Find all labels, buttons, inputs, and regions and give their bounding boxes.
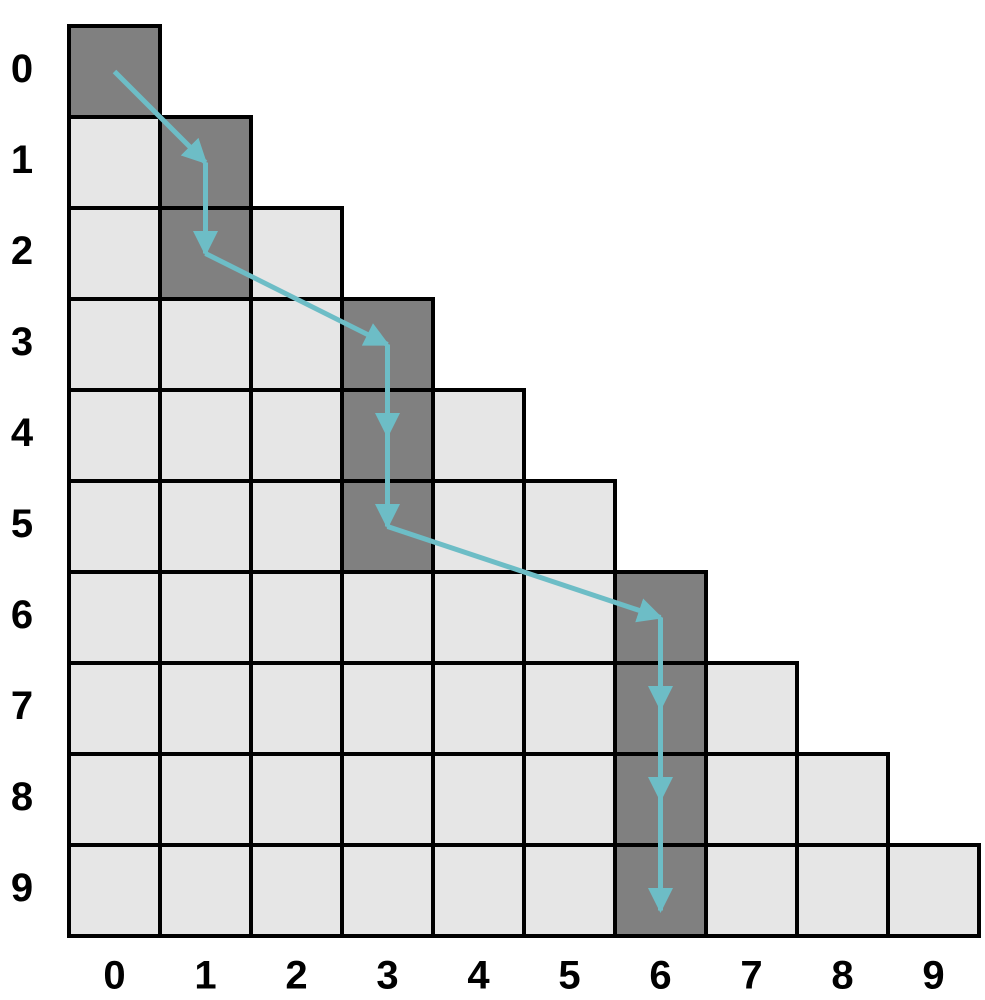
cell — [249, 479, 344, 574]
cell — [67, 297, 162, 392]
cell — [795, 843, 890, 938]
row-label: 7 — [11, 684, 33, 728]
cell — [158, 843, 253, 938]
column-label: 6 — [649, 954, 671, 998]
column-label: 0 — [103, 954, 125, 998]
cell — [431, 661, 526, 756]
cell — [249, 661, 344, 756]
row-label: 2 — [11, 229, 33, 273]
column-label: 4 — [467, 954, 490, 998]
cell — [249, 570, 344, 665]
cell — [522, 661, 617, 756]
path-arrow — [112, 69, 208, 165]
row-label: 1 — [11, 138, 33, 182]
cell — [249, 843, 344, 938]
cell — [158, 297, 253, 392]
row-label: 5 — [11, 502, 33, 546]
cell — [67, 388, 162, 483]
cell — [704, 843, 799, 938]
cell — [158, 752, 253, 847]
cell — [67, 752, 162, 847]
column-label: 3 — [376, 954, 398, 998]
column-label: 9 — [922, 954, 944, 998]
row-label: 8 — [11, 775, 33, 819]
cell — [67, 479, 162, 574]
cell — [158, 388, 253, 483]
cell — [340, 570, 435, 665]
row-label: 9 — [11, 866, 33, 910]
row-label: 3 — [11, 320, 33, 364]
cell — [340, 843, 435, 938]
column-label: 5 — [558, 954, 580, 998]
cell — [704, 661, 799, 756]
cell — [249, 388, 344, 483]
row-label: 6 — [11, 593, 33, 637]
cell — [431, 752, 526, 847]
cell — [249, 752, 344, 847]
cell — [67, 570, 162, 665]
cell — [431, 570, 526, 665]
column-label: 8 — [831, 954, 853, 998]
cell — [158, 479, 253, 574]
path-arrow — [386, 524, 663, 623]
cell — [67, 206, 162, 301]
cell — [340, 661, 435, 756]
column-label: 7 — [740, 954, 762, 998]
cell — [158, 570, 253, 665]
cell — [522, 479, 617, 574]
cell — [67, 661, 162, 756]
cell — [704, 752, 799, 847]
cell — [522, 843, 617, 938]
cell — [886, 843, 981, 938]
cell — [522, 752, 617, 847]
row-label: 4 — [11, 411, 34, 455]
cell — [431, 388, 526, 483]
cell — [340, 752, 435, 847]
column-label: 1 — [194, 954, 216, 998]
column-label: 2 — [285, 954, 307, 998]
cell — [67, 115, 162, 210]
path-arrow — [204, 251, 390, 347]
cell — [158, 661, 253, 756]
cell — [67, 843, 162, 938]
cell — [795, 752, 890, 847]
cell — [431, 843, 526, 938]
row-label: 0 — [11, 47, 33, 91]
